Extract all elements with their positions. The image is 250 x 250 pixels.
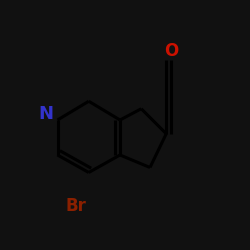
Text: O: O [164, 42, 178, 60]
Text: N: N [39, 105, 54, 123]
Text: Br: Br [66, 197, 87, 215]
